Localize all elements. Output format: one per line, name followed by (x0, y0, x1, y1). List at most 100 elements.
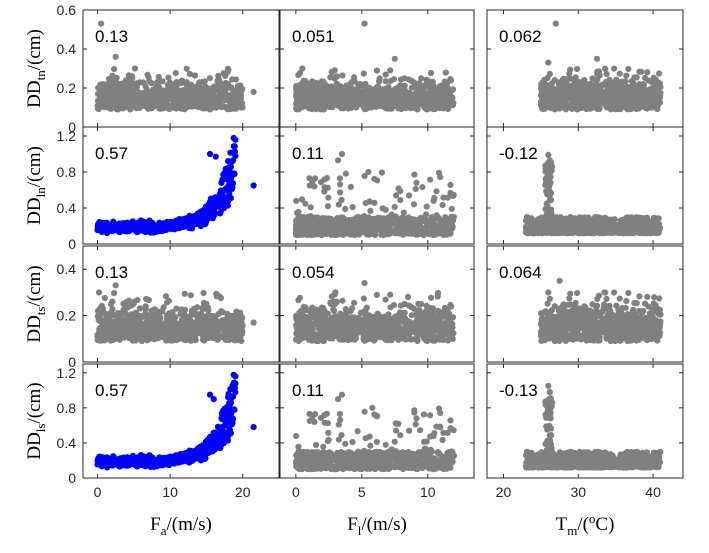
data-point (303, 228, 310, 235)
data-point (230, 157, 237, 164)
data-point (109, 306, 116, 313)
data-point (598, 218, 606, 225)
data-point (391, 55, 398, 62)
data-point (164, 220, 171, 227)
data-point (299, 214, 306, 221)
data-point (447, 76, 454, 83)
data-point (337, 181, 344, 188)
data-point (633, 101, 641, 108)
data-point (224, 66, 231, 73)
data-point (173, 324, 180, 331)
panel-points (537, 20, 664, 113)
data-point (206, 150, 214, 158)
data-point (117, 80, 124, 88)
data-point (172, 70, 179, 77)
data-point (300, 102, 307, 109)
data-point (182, 101, 189, 108)
data-point (373, 67, 380, 74)
data-point (413, 179, 420, 186)
panel-points (292, 20, 457, 113)
data-point (540, 106, 547, 113)
data-point (218, 333, 226, 341)
data-point (109, 72, 116, 79)
data-point (339, 216, 346, 224)
data-point (611, 216, 618, 223)
data-point (419, 231, 426, 238)
data-point (181, 93, 188, 100)
data-point (172, 314, 179, 321)
data-point (133, 91, 140, 98)
data-point (101, 326, 108, 334)
data-point (644, 102, 651, 109)
data-point (225, 158, 232, 165)
data-point (143, 295, 150, 303)
data-point (155, 73, 162, 81)
data-point (427, 94, 434, 101)
data-point (397, 197, 404, 204)
data-point (592, 92, 599, 99)
data-point (128, 334, 135, 341)
data-point (619, 221, 626, 228)
data-point (397, 84, 404, 91)
data-point (557, 226, 564, 234)
data-point (306, 100, 313, 107)
panel-points (292, 150, 457, 239)
data-point (347, 183, 354, 190)
data-point (525, 227, 532, 234)
panel-points (94, 282, 257, 345)
data-point (128, 73, 136, 80)
data-point (148, 105, 155, 112)
data-point (602, 65, 609, 72)
data-point (356, 80, 364, 88)
data-point (429, 78, 436, 85)
data-point (400, 209, 407, 216)
data-point (143, 98, 151, 105)
data-point (603, 70, 610, 78)
data-point (539, 228, 546, 236)
data-point (156, 87, 163, 94)
data-point (385, 83, 392, 90)
data-point (360, 70, 367, 77)
data-point (650, 99, 657, 106)
data-point (112, 101, 119, 108)
data-point (656, 70, 663, 77)
data-point (173, 221, 180, 228)
data-point (354, 101, 362, 108)
data-point (593, 55, 601, 62)
data-point (193, 87, 200, 94)
data-point (555, 89, 562, 96)
data-point (548, 95, 555, 102)
data-point (409, 93, 416, 100)
data-point (449, 102, 456, 109)
panel-frame (486, 126, 684, 245)
data-point (165, 74, 172, 81)
data-point (305, 105, 313, 112)
data-point (208, 203, 215, 210)
data-point (442, 69, 449, 76)
data-point (532, 229, 539, 236)
data-point (183, 65, 190, 72)
data-point (543, 211, 550, 218)
data-point (337, 98, 344, 105)
data-point (168, 318, 175, 325)
data-point (128, 323, 135, 330)
data-point (387, 78, 394, 85)
data-point (444, 194, 451, 201)
data-point (350, 101, 357, 108)
data-point (367, 207, 374, 214)
data-point (207, 195, 215, 202)
data-point (115, 92, 122, 99)
data-point (210, 314, 217, 322)
data-point (387, 67, 394, 74)
data-point (645, 77, 652, 84)
data-point (643, 94, 650, 102)
data-point (215, 72, 222, 79)
data-point (596, 72, 603, 79)
data-point (297, 229, 304, 236)
data-point (164, 322, 171, 329)
data-point (542, 168, 549, 175)
data-point (623, 72, 630, 79)
y-tick-label: 1.2 (57, 128, 77, 144)
data-point (589, 75, 596, 82)
